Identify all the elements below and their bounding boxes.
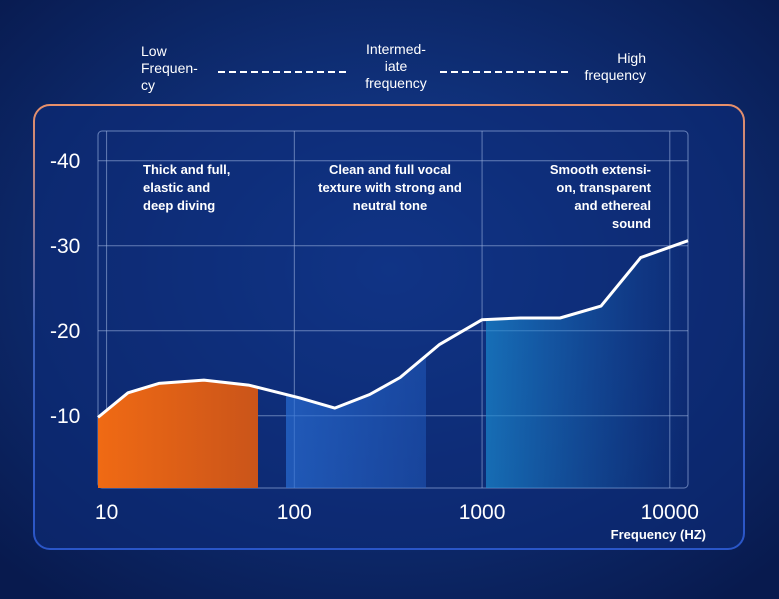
x-axis-label: Frequency (HZ) — [611, 527, 706, 542]
band-label: cy — [141, 77, 155, 93]
annotation: sound — [612, 216, 651, 231]
annotation: texture with strong and — [318, 180, 462, 195]
annotation: Smooth extensi- — [550, 162, 651, 177]
y-tick-label: -30 — [50, 235, 80, 258]
x-tick-label: 1000 — [459, 501, 506, 524]
y-tick-label: -40 — [50, 150, 80, 173]
band-label: High — [617, 50, 646, 66]
y-tick-label: -10 — [50, 405, 80, 428]
annotation: Thick and full, — [143, 162, 230, 177]
annotation: on, transparent — [556, 180, 651, 195]
y-tick-label: -20 — [50, 320, 80, 343]
band-label: frequency — [585, 67, 646, 83]
x-tick-label: 10000 — [641, 501, 699, 524]
line — [97, 239, 689, 419]
band-label: Low — [141, 43, 168, 59]
x-tick-label: 100 — [277, 501, 312, 524]
area — [98, 380, 258, 488]
area — [286, 355, 426, 488]
band-label: Intermed- — [366, 41, 426, 57]
x-tick-label: 10 — [95, 501, 118, 524]
area — [486, 240, 688, 488]
annotation: Clean and full vocal — [329, 162, 451, 177]
annotation: elastic and — [143, 180, 210, 195]
band-label: Frequen- — [141, 60, 198, 76]
annotation: and ethereal — [574, 198, 651, 213]
annotation: deep diving — [143, 198, 215, 213]
band-label: frequency — [365, 75, 426, 91]
annotation: neutral tone — [353, 198, 427, 213]
band-label: iate — [385, 58, 408, 74]
